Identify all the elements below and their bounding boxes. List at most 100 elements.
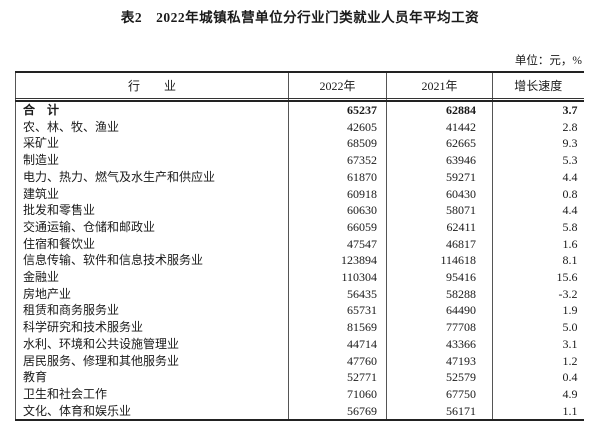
cell-growth-rate: 3.1 bbox=[492, 335, 584, 353]
cell-year-2022: 67352 bbox=[288, 152, 387, 169]
cell-year-2021: 56171 bbox=[386, 402, 493, 421]
cell-industry: 交通运输、仓储和邮政业 bbox=[23, 219, 156, 234]
table-row: 金融业 110304 95416 15.6 bbox=[16, 269, 584, 286]
cell-growth-rate: 4.4 bbox=[492, 202, 584, 219]
cell-year-2021: 60430 bbox=[386, 185, 493, 203]
table-row: 采矿业 68509 62665 9.3 bbox=[16, 135, 584, 153]
cell-year-2022: 42605 bbox=[288, 118, 387, 136]
rule-segment bbox=[492, 98, 584, 102]
cell-growth-rate: 1.6 bbox=[492, 235, 584, 253]
cell-year-2021: 43366 bbox=[386, 335, 493, 353]
table-row: 制造业 67352 63946 5.3 bbox=[16, 152, 584, 169]
table-row: 信息传输、软件和信息技术服务业 123894 114618 8.1 bbox=[16, 252, 584, 270]
cell-year-2022: 66059 bbox=[288, 218, 387, 236]
cell-year-2022: 81569 bbox=[288, 319, 387, 336]
rule-segment bbox=[288, 98, 387, 102]
cell-industry: 居民服务、修理和其他服务业 bbox=[23, 353, 180, 368]
cell-year-2021: 59271 bbox=[386, 168, 493, 186]
cell-year-2022: 65237 bbox=[288, 101, 387, 119]
table-row: 交通运输、仓储和邮政业 66059 62411 5.8 bbox=[16, 218, 584, 236]
cell-growth-rate: 5.8 bbox=[492, 218, 584, 236]
cell-industry: 制造业 bbox=[23, 153, 60, 168]
table-row: 农、林、牧、渔业 42605 41442 2.8 bbox=[16, 118, 584, 136]
cell-year-2022: 60630 bbox=[288, 202, 387, 219]
rule-segment bbox=[386, 98, 493, 102]
cell-growth-rate: 3.7 bbox=[492, 101, 584, 119]
table-row: 建筑业 60918 60430 0.8 bbox=[16, 185, 584, 203]
cell-growth-rate: 1.2 bbox=[492, 352, 584, 370]
cell-year-2021: 47193 bbox=[386, 352, 493, 370]
cell-industry: 住宿和餐饮业 bbox=[23, 236, 96, 251]
cell-year-2021: 77708 bbox=[386, 319, 493, 336]
header-row: 行 业 2022年 2021年 增长速度 bbox=[15, 72, 584, 99]
table-row: 卫生和社会工作 71060 67750 4.9 bbox=[16, 385, 584, 403]
cell-year-2021: 58288 bbox=[386, 285, 493, 303]
cell-year-2022: 47760 bbox=[288, 352, 387, 370]
cell-industry: 农、林、牧、渔业 bbox=[23, 119, 120, 134]
rule-segment bbox=[15, 98, 289, 102]
cell-growth-rate: 1.1 bbox=[492, 402, 584, 421]
cell-industry: 文化、体育和娱乐业 bbox=[23, 403, 132, 418]
cell-growth-rate: 2.8 bbox=[492, 118, 584, 136]
cell-growth-rate: 1.9 bbox=[492, 302, 584, 320]
cell-year-2022: 56435 bbox=[288, 285, 387, 303]
header-year-2021: 2021年 bbox=[386, 72, 493, 99]
cell-industry: 信息传输、软件和信息技术服务业 bbox=[23, 253, 204, 268]
cell-year-2022: 123894 bbox=[288, 252, 387, 270]
cell-year-2021: 52579 bbox=[386, 369, 493, 386]
table-row: 水利、环境和公共设施管理业 44714 43366 3.1 bbox=[16, 335, 584, 353]
cell-year-2021: 58071 bbox=[386, 202, 493, 219]
cell-growth-rate: 0.8 bbox=[492, 185, 584, 203]
table-row: 住宿和餐饮业 47547 46817 1.6 bbox=[16, 235, 584, 253]
table-row: 文化、体育和娱乐业 56769 56171 1.1 bbox=[16, 402, 584, 421]
table-row: 租赁和商务服务业 65731 64490 1.9 bbox=[16, 302, 584, 320]
wage-table: 行 业 2022年 2021年 增长速度 合 计 65237 62884 3.7… bbox=[15, 71, 584, 422]
cell-growth-rate: 5.0 bbox=[492, 319, 584, 336]
cell-year-2021: 64490 bbox=[386, 302, 493, 320]
cell-year-2021: 114618 bbox=[386, 252, 493, 270]
table-title: 表2 2022年城镇私营单位分行业门类就业人员年平均工资 bbox=[120, 10, 480, 25]
table-row: 房地产业 56435 58288 -3.2 bbox=[16, 285, 584, 303]
header-growth-rate: 增长速度 bbox=[492, 72, 584, 99]
cell-year-2021: 62884 bbox=[386, 101, 493, 119]
cell-year-2022: 61870 bbox=[288, 168, 387, 186]
header-year-2022: 2022年 bbox=[288, 72, 387, 99]
table-row: 科学研究和技术服务业 81569 77708 5.0 bbox=[16, 319, 584, 336]
cell-year-2021: 62665 bbox=[386, 135, 493, 153]
cell-year-2022: 71060 bbox=[288, 385, 387, 403]
cell-year-2021: 46817 bbox=[386, 235, 493, 253]
table-row: 教育 52771 52579 0.4 bbox=[16, 369, 584, 386]
cell-growth-rate: -3.2 bbox=[492, 285, 584, 303]
cell-growth-rate: 4.9 bbox=[492, 385, 584, 403]
table-row: 电力、热力、燃气及水生产和供应业 61870 59271 4.4 bbox=[16, 168, 584, 186]
cell-year-2021: 95416 bbox=[386, 269, 493, 286]
table-row: 批发和零售业 60630 58071 4.4 bbox=[16, 202, 584, 219]
cell-year-2022: 52771 bbox=[288, 369, 387, 386]
table-body: 合 计 65237 62884 3.7 农、林、牧、渔业 42605 41442… bbox=[16, 101, 584, 421]
cell-growth-rate: 5.3 bbox=[492, 152, 584, 169]
cell-growth-rate: 8.1 bbox=[492, 252, 584, 270]
cell-year-2022: 68509 bbox=[288, 135, 387, 153]
cell-year-2022: 47547 bbox=[288, 235, 387, 253]
cell-industry: 金融业 bbox=[23, 270, 60, 285]
cell-industry: 水利、环境和公共设施管理业 bbox=[23, 336, 180, 351]
cell-industry: 科学研究和技术服务业 bbox=[23, 320, 144, 335]
cell-industry: 教育 bbox=[23, 370, 48, 385]
cell-industry: 采矿业 bbox=[23, 136, 60, 151]
cell-industry: 批发和零售业 bbox=[23, 203, 96, 218]
cell-industry: 租赁和商务服务业 bbox=[23, 303, 120, 318]
cell-year-2022: 44714 bbox=[288, 335, 387, 353]
cell-growth-rate: 4.4 bbox=[492, 168, 584, 186]
cell-growth-rate: 0.4 bbox=[492, 369, 584, 386]
cell-industry: 卫生和社会工作 bbox=[23, 386, 108, 401]
header-double-rule bbox=[15, 98, 584, 102]
cell-growth-rate: 9.3 bbox=[492, 135, 584, 153]
cell-year-2021: 41442 bbox=[386, 118, 493, 136]
table-row: 居民服务、修理和其他服务业 47760 47193 1.2 bbox=[16, 352, 584, 370]
cell-year-2021: 67750 bbox=[386, 385, 493, 403]
header-industry: 行 业 bbox=[15, 72, 289, 99]
cell-year-2021: 62411 bbox=[386, 218, 493, 236]
cell-industry: 房地产业 bbox=[23, 286, 72, 301]
cell-industry: 电力、热力、燃气及水生产和供应业 bbox=[23, 169, 216, 184]
cell-year-2021: 63946 bbox=[386, 152, 493, 169]
